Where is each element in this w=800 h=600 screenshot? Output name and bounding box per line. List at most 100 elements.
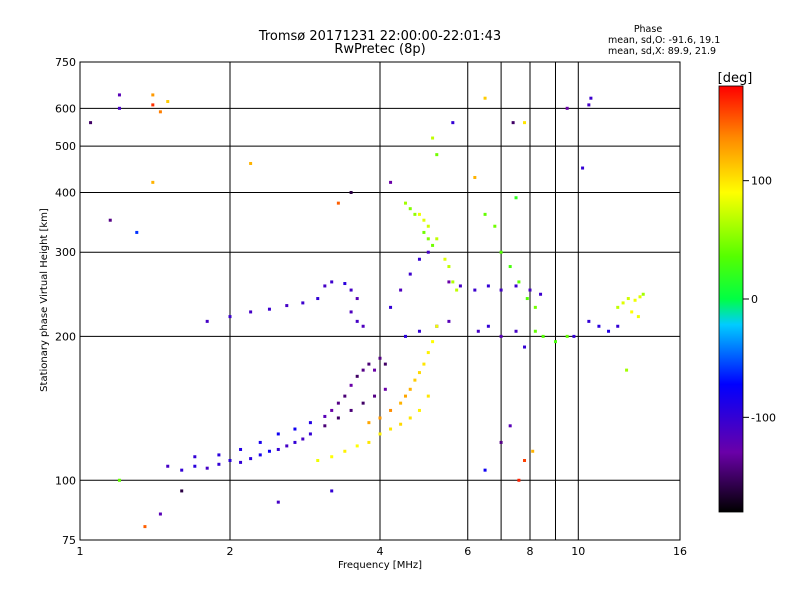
data-point <box>343 282 347 286</box>
data-point <box>476 329 480 333</box>
data-point <box>267 449 271 453</box>
data-point <box>417 371 421 375</box>
data-point <box>455 288 459 292</box>
data-point <box>630 310 634 314</box>
data-point <box>486 284 490 288</box>
data-point <box>621 301 625 305</box>
data-point <box>323 284 327 288</box>
data-point <box>330 280 334 284</box>
y-tick-label: 600 <box>55 102 76 115</box>
data-point <box>417 257 421 261</box>
data-point <box>180 489 184 493</box>
data-point <box>355 297 359 301</box>
data-point <box>217 453 221 457</box>
data-point <box>361 368 365 372</box>
data-point <box>413 378 417 382</box>
data-point <box>493 224 497 228</box>
data-point <box>408 272 412 276</box>
data-point <box>389 305 393 309</box>
data-point <box>330 408 334 412</box>
data-point <box>572 334 576 338</box>
data-point <box>367 421 371 425</box>
data-point <box>316 458 320 462</box>
data-point <box>301 437 305 441</box>
data-point <box>408 416 412 420</box>
chart-subtitle: RwPretec (8p) <box>334 42 425 57</box>
y-tick-label: 100 <box>55 474 76 487</box>
data-point <box>589 96 593 100</box>
data-point <box>447 319 451 323</box>
data-point <box>193 464 197 468</box>
data-point <box>565 334 569 338</box>
data-point <box>293 440 297 444</box>
data-point <box>399 422 403 426</box>
data-point <box>483 96 487 100</box>
data-point <box>323 414 327 418</box>
data-point <box>499 288 503 292</box>
data-point <box>293 427 297 431</box>
data-point <box>367 362 371 366</box>
data-point <box>239 447 243 451</box>
data-point <box>422 362 426 366</box>
data-point <box>343 449 347 453</box>
data-point <box>499 440 503 444</box>
data-point <box>217 462 221 466</box>
data-point <box>330 455 334 459</box>
data-point <box>336 201 340 205</box>
data-point <box>641 292 645 296</box>
data-point <box>431 340 435 344</box>
data-point <box>373 394 377 398</box>
data-point <box>308 432 312 436</box>
data-point <box>403 334 407 338</box>
data-point <box>636 315 640 319</box>
data-point <box>158 110 162 114</box>
data-point <box>349 383 353 387</box>
data-point <box>408 207 412 211</box>
data-point <box>336 401 340 405</box>
data-point <box>349 190 353 194</box>
colorbar-tick-label: 0 <box>751 293 758 306</box>
data-point <box>451 280 455 284</box>
phase-stats-x: mean, sd,X: 89.9, 21.9 <box>608 46 716 57</box>
colorbar-ticks: 100 0 -100 <box>743 175 776 424</box>
y-tick-label: 750 <box>55 56 76 69</box>
data-point <box>514 196 518 200</box>
data-point <box>417 212 421 216</box>
data-point <box>355 444 359 448</box>
data-point <box>383 362 387 366</box>
data-point <box>323 424 327 428</box>
data-point <box>514 329 518 333</box>
colorbar-tick-label: -100 <box>751 411 776 424</box>
data-point <box>135 230 139 234</box>
y-tick-labels: 75 100 200 300 400 500 600 750 <box>55 56 76 547</box>
data-point <box>276 447 280 451</box>
colorbar-label: [deg] <box>718 71 753 86</box>
data-point <box>523 458 527 462</box>
data-point <box>276 500 280 504</box>
x-tick-label: 4 <box>377 545 384 558</box>
data-point <box>499 334 503 338</box>
data-point <box>117 106 121 110</box>
data-point <box>373 368 377 372</box>
y-tick-label: 400 <box>55 186 76 199</box>
data-point <box>249 310 253 314</box>
data-point <box>378 416 382 420</box>
data-point <box>389 408 393 412</box>
data-point <box>422 230 426 234</box>
data-point <box>249 457 253 461</box>
data-point <box>523 121 527 125</box>
data-point <box>330 489 334 493</box>
data-point <box>267 307 271 311</box>
data-point <box>117 478 121 482</box>
x-axis-label: Frequency [MHz] <box>338 560 422 571</box>
data-point <box>625 368 629 372</box>
x-tick-label: 1 <box>77 545 84 558</box>
data-point <box>205 319 209 323</box>
data-point <box>417 408 421 412</box>
data-point <box>473 175 477 179</box>
data-point <box>383 387 387 391</box>
data-point <box>108 218 112 222</box>
chart-title: Tromsø 20171231 22:00:00-22:01:43 <box>258 29 501 44</box>
data-point <box>285 304 289 308</box>
